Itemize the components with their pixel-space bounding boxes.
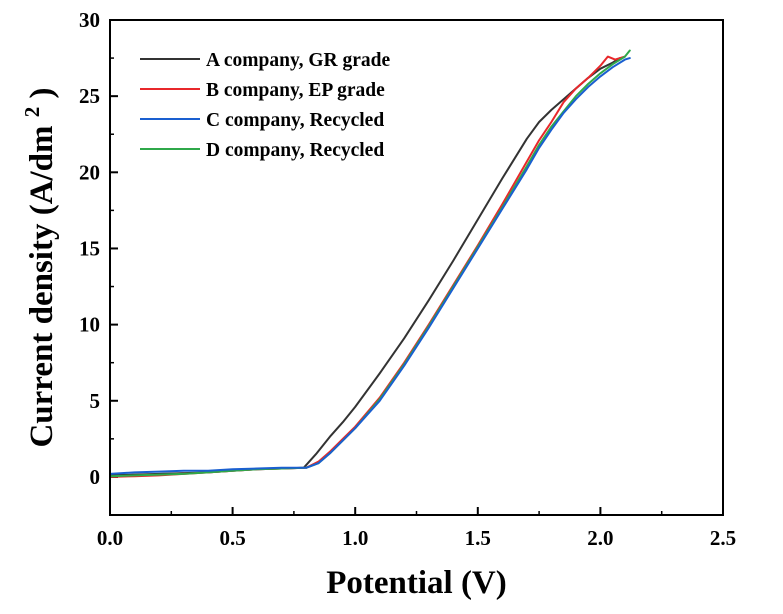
plot-frame bbox=[109, 19, 724, 516]
y-tick-label: 30 bbox=[79, 8, 100, 32]
series-layer bbox=[109, 49, 631, 478]
y-tick-label: 25 bbox=[79, 84, 100, 108]
x-tick-label: 1.0 bbox=[342, 526, 368, 550]
y-tick-label: 5 bbox=[90, 389, 101, 413]
y-tick-label: 0 bbox=[90, 465, 101, 489]
y-axis-title-main: Current density (A/dm bbox=[24, 125, 60, 447]
x-axis-ticks: 0.0 0.5 1.0 1.5 2.0 2.5 bbox=[97, 507, 736, 550]
y-axis-ticks: 0 5 10 15 20 25 30 bbox=[79, 8, 118, 516]
legend: A company, GR grade B company, EP grade C … bbox=[140, 50, 391, 161]
y-tick-label: 20 bbox=[79, 160, 100, 184]
legend-label: D company, Recycled bbox=[206, 140, 384, 161]
x-tick-label: 2.0 bbox=[587, 526, 613, 550]
y-tick-label: 15 bbox=[79, 236, 100, 260]
y-tick-label: 10 bbox=[79, 313, 100, 337]
y-axis-title-end: ) bbox=[24, 87, 60, 98]
x-tick-label: 0.0 bbox=[97, 526, 123, 550]
y-axis-title-superscript: 2 bbox=[20, 107, 44, 118]
x-axis-title: Potential (V) bbox=[326, 565, 507, 601]
x-tick-label: 0.5 bbox=[219, 526, 245, 550]
legend-label: C company, Recycled bbox=[206, 110, 384, 131]
legend-label: B company, EP grade bbox=[206, 80, 385, 101]
y-axis-title: Current density (A/dm 2 ) bbox=[11, 87, 60, 447]
x-tick-label: 2.5 bbox=[710, 526, 736, 550]
legend-label: A company, GR grade bbox=[206, 50, 391, 71]
x-tick-label: 1.5 bbox=[465, 526, 491, 550]
series-line-c-company-recycled bbox=[109, 57, 631, 475]
